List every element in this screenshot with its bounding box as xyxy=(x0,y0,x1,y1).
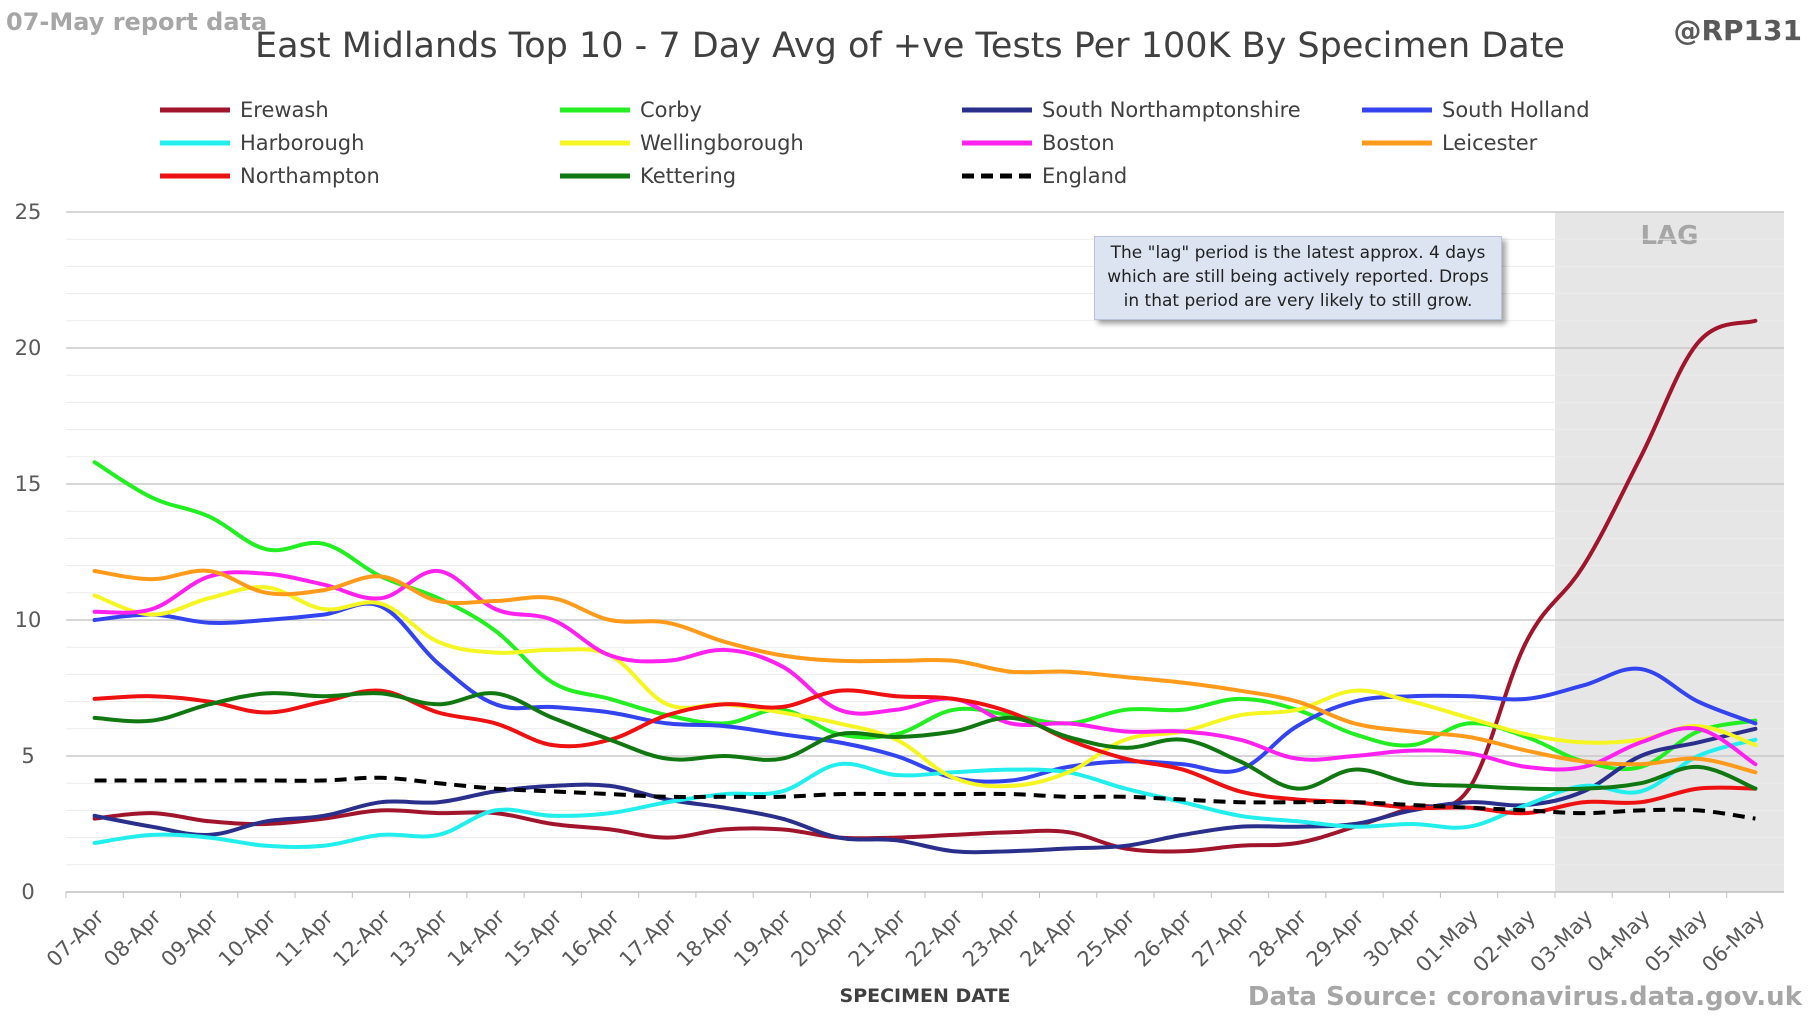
x-tick-label: 01-May xyxy=(1411,905,1483,977)
legend-label-wellingborough: Wellingborough xyxy=(640,131,804,155)
x-tick-label: 26-Apr xyxy=(1130,905,1197,972)
lag-label: LAG xyxy=(1640,221,1698,251)
series-line-kettering xyxy=(92,691,1758,792)
x-tick-label: 05-May xyxy=(1640,905,1712,977)
series-line-south-northamptonshire xyxy=(92,726,1758,855)
legend: Erewash Corby South Northamptonshire South … xyxy=(160,98,1590,188)
x-axis: 07-Apr08-Apr09-Apr10-Apr11-Apr12-Apr13-A… xyxy=(42,892,1769,977)
x-tick-label: 12-Apr xyxy=(328,905,395,972)
x-axis-title: SPECIMEN DATE xyxy=(840,985,1011,1007)
legend-label-leicester: Leicester xyxy=(1442,131,1538,155)
series-line-england xyxy=(94,775,1756,821)
legend-label-erewash: Erewash xyxy=(240,98,329,122)
x-tick-label: 23-Apr xyxy=(958,905,1025,972)
legend-label-england: England xyxy=(1042,164,1127,188)
x-tick-label: 19-Apr xyxy=(729,905,796,972)
legend-label-boston: Boston xyxy=(1042,131,1115,155)
legend-label-south-holland: South Holland xyxy=(1442,98,1590,122)
y-tick-label: 0 xyxy=(21,880,34,904)
series-line-harborough xyxy=(92,737,1758,850)
x-tick-label: 14-Apr xyxy=(443,905,510,972)
x-tick-label: 02-May xyxy=(1468,905,1540,977)
x-tick-label: 03-May xyxy=(1526,905,1598,977)
y-axis: 0 5 10 15 20 25 xyxy=(15,200,42,904)
legend-label-corby: Corby xyxy=(640,98,702,122)
gridlines xyxy=(66,211,1784,893)
x-tick-label: 04-May xyxy=(1583,905,1655,977)
x-tick-label: 10-Apr xyxy=(214,905,281,972)
x-tick-label: 09-Apr xyxy=(157,905,224,972)
x-tick-label: 18-Apr xyxy=(672,905,739,972)
x-tick-label: 24-Apr xyxy=(1016,905,1083,972)
series-line-corby xyxy=(92,460,1758,772)
x-tick-label: 11-Apr xyxy=(271,905,338,972)
x-tick-label: 08-Apr xyxy=(99,905,166,972)
legend-label-south-northamptonshire: South Northamptonshire xyxy=(1042,98,1301,122)
x-tick-label: 15-Apr xyxy=(500,905,567,972)
y-tick-label: 5 xyxy=(21,744,34,768)
x-tick-label: 21-Apr xyxy=(844,905,911,972)
x-tick-label: 06-May xyxy=(1697,905,1769,977)
author-handle: @RP131 xyxy=(1673,14,1802,47)
report-date-note: 07-May report data xyxy=(6,8,268,36)
x-tick-label: 27-Apr xyxy=(1187,905,1254,972)
series-line-leicester xyxy=(92,568,1758,775)
x-tick-label: 13-Apr xyxy=(386,905,453,972)
y-tick-label: 15 xyxy=(15,472,42,496)
lag-explanation-note: The "lag" period is the latest approx. 4… xyxy=(1094,236,1502,320)
series-line-south-holland xyxy=(92,601,1758,784)
y-tick-label: 10 xyxy=(15,608,42,632)
y-tick-label: 20 xyxy=(15,336,42,360)
x-tick-label: 16-Apr xyxy=(557,905,624,972)
x-tick-label: 25-Apr xyxy=(1073,905,1140,972)
chart-title: East Midlands Top 10 - 7 Day Avg of +ve … xyxy=(255,26,1565,66)
x-tick-label: 20-Apr xyxy=(786,905,853,972)
y-tick-label: 25 xyxy=(15,200,42,224)
series-lines xyxy=(92,318,1758,855)
series-line-erewash xyxy=(92,318,1758,854)
legend-label-kettering: Kettering xyxy=(640,164,736,188)
series-line-boston xyxy=(92,568,1758,772)
x-tick-label: 29-Apr xyxy=(1302,905,1369,972)
x-tick-label: 28-Apr xyxy=(1245,905,1312,972)
series-line-wellingborough xyxy=(92,585,1758,789)
x-tick-label: 07-Apr xyxy=(42,905,109,972)
data-source-note: Data Source: coronavirus.data.gov.uk xyxy=(1247,982,1802,1012)
legend-label-northampton: Northampton xyxy=(240,164,380,188)
x-tick-label: 17-Apr xyxy=(615,905,682,972)
legend-label-harborough: Harborough xyxy=(240,131,364,155)
x-tick-label: 22-Apr xyxy=(901,905,968,972)
